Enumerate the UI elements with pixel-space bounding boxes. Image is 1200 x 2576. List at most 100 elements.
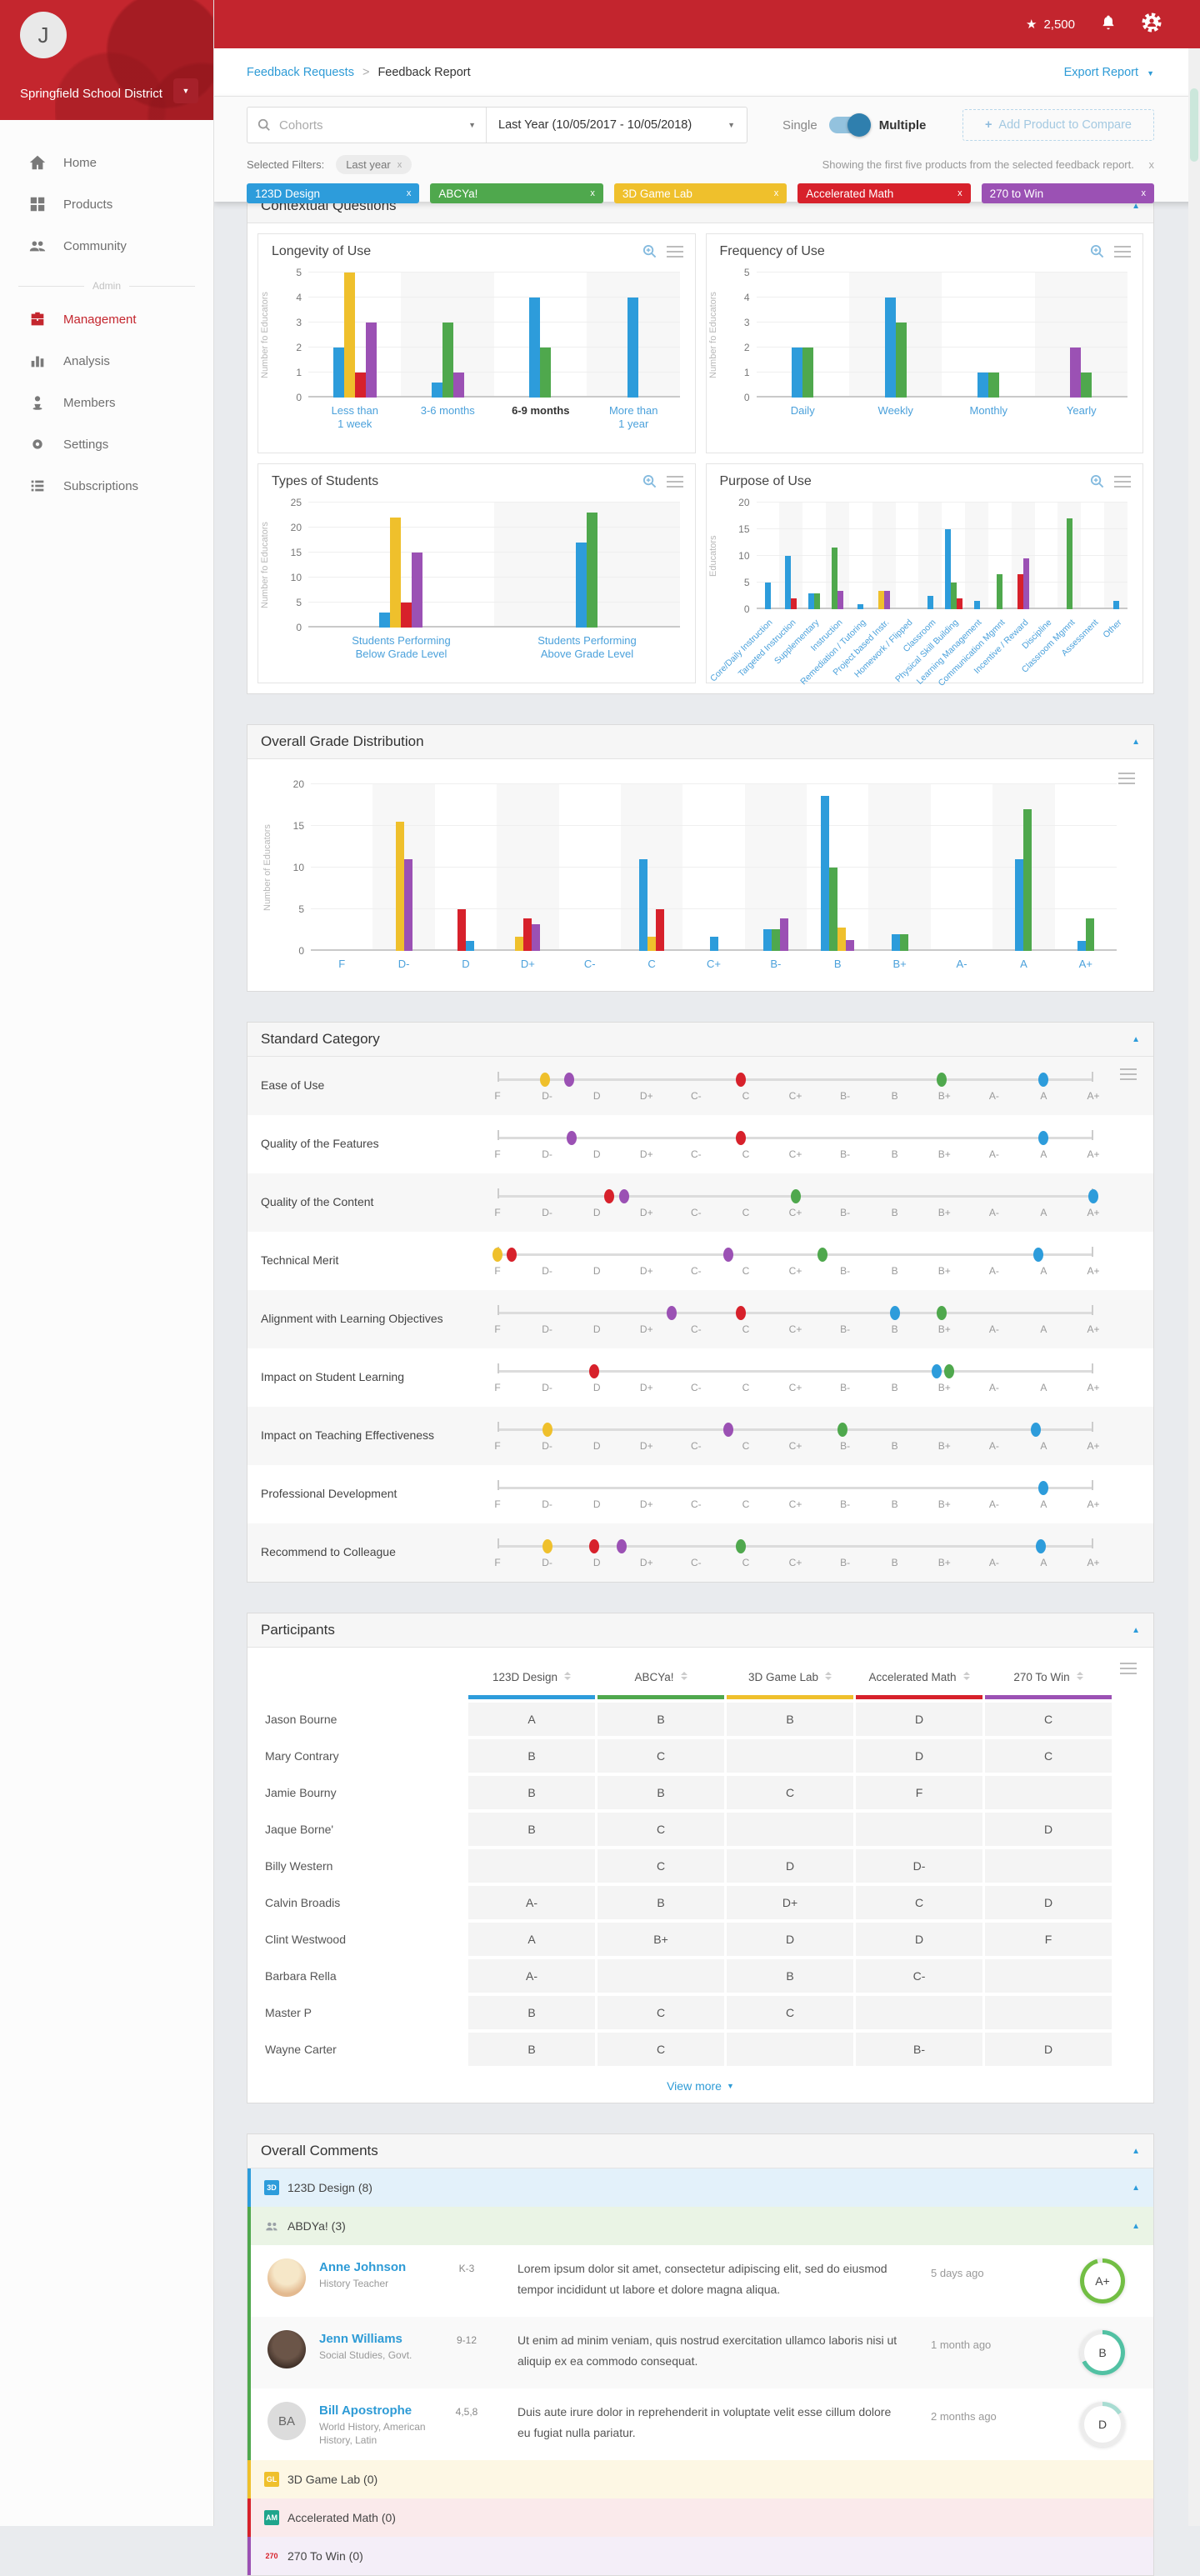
- grade-dot-purple[interactable]: [723, 1423, 734, 1437]
- chart-menu-icon[interactable]: [1118, 773, 1135, 784]
- sidebar-item-community[interactable]: Community: [0, 225, 213, 267]
- grade-dot-red[interactable]: [735, 1306, 746, 1320]
- commenter-name[interactable]: Anne Johnson: [319, 2260, 407, 2274]
- grade-dot-green[interactable]: [818, 1248, 828, 1262]
- chart-menu-icon[interactable]: [1114, 245, 1131, 258]
- x-category-label[interactable]: 3-6 months: [420, 404, 475, 417]
- chart-menu-icon[interactable]: [666, 245, 683, 258]
- zoom-in-icon[interactable]: [642, 244, 657, 258]
- sidebar-item-settings[interactable]: Settings: [0, 423, 213, 465]
- user-avatar[interactable]: J: [20, 12, 67, 58]
- x-category-label[interactable]: Yearly: [1066, 404, 1097, 417]
- comment-group-header[interactable]: 3D 123D Design (8) ▲: [251, 2168, 1153, 2207]
- x-category-label[interactable]: Less than 1 week: [331, 404, 378, 431]
- grade-dot-purple[interactable]: [567, 1131, 578, 1145]
- zoom-in-icon[interactable]: [1090, 244, 1104, 258]
- grade-dot-purple[interactable]: [564, 1073, 575, 1087]
- sort-icon[interactable]: [825, 1671, 832, 1680]
- collapse-caret-icon[interactable]: ▲: [1132, 2146, 1140, 2156]
- x-category-label[interactable]: Monthly: [969, 404, 1008, 417]
- x-category-label[interactable]: F: [338, 958, 346, 970]
- grade-dot-yellow[interactable]: [542, 1539, 552, 1553]
- zoom-in-icon[interactable]: [1090, 474, 1104, 488]
- grade-dot-green[interactable]: [790, 1189, 801, 1203]
- grade-dot-red[interactable]: [604, 1189, 615, 1203]
- breadcrumb-feedback-requests[interactable]: Feedback Requests: [247, 65, 354, 79]
- grade-dot-red[interactable]: [735, 1131, 746, 1145]
- comment-group-header[interactable]: GL 3D Game Lab (0): [251, 2460, 1153, 2499]
- sort-icon[interactable]: [962, 1671, 970, 1680]
- scrollbar-thumb[interactable]: [1190, 88, 1198, 162]
- grade-slider[interactable]: F D- D D+ C- C C+ B- B B+ A- A A+: [494, 1348, 1100, 1407]
- grade-slider[interactable]: F D- D D+ C- C C+ B- B B+ A- A A+: [494, 1290, 1100, 1348]
- product-chip-3d-game-lab[interactable]: 3D Game Lab x: [613, 183, 788, 203]
- grade-slider[interactable]: F D- D D+ C- C C+ B- B B+ A- A A+: [494, 1465, 1100, 1523]
- sidebar-item-analysis[interactable]: Analysis: [0, 340, 213, 382]
- grade-dot-red[interactable]: [506, 1248, 517, 1262]
- filter-chip-last-year[interactable]: Last year x: [336, 155, 412, 174]
- chart-menu-icon[interactable]: [666, 475, 683, 488]
- x-category-label[interactable]: C+: [707, 958, 721, 970]
- zoom-in-icon[interactable]: [642, 474, 657, 488]
- sidebar-item-subscriptions[interactable]: Subscriptions: [0, 465, 213, 507]
- close-icon[interactable]: x: [397, 159, 402, 170]
- grade-slider[interactable]: F D- D D+ C- C C+ B- B B+ A- A A+: [494, 1523, 1100, 1582]
- grade-dot-red[interactable]: [589, 1539, 600, 1553]
- collapse-caret-icon[interactable]: ▲: [1132, 737, 1140, 747]
- grade-slider[interactable]: F D- D D+ C- C C+ B- B B+ A- A A+: [492, 1232, 1100, 1290]
- column-header-abcya-[interactable]: ABCYa!: [598, 1654, 724, 1699]
- grade-dot-green[interactable]: [735, 1539, 746, 1553]
- comment-group-header[interactable]: 270 270 To Win (0): [251, 2537, 1153, 2576]
- chart-menu-icon[interactable]: [1114, 475, 1131, 488]
- grade-dot-purple[interactable]: [616, 1539, 627, 1553]
- x-category-label[interactable]: Other: [1100, 618, 1124, 641]
- product-chip-abcya-[interactable]: ABCYa! x: [430, 183, 603, 203]
- column-header-270-to-win[interactable]: 270 To Win: [985, 1654, 1112, 1699]
- x-category-label[interactable]: 6-9 months: [512, 404, 570, 417]
- single-multiple-switch[interactable]: [828, 113, 871, 137]
- product-chip-123d-design[interactable]: 123D Design x: [247, 183, 420, 203]
- notifications-bell-icon[interactable]: [1100, 13, 1117, 36]
- grade-dot-blue[interactable]: [1036, 1539, 1047, 1553]
- x-category-label[interactable]: C-: [583, 958, 596, 970]
- grade-dot-blue[interactable]: [889, 1306, 900, 1320]
- scrollbar-track[interactable]: [1188, 48, 1200, 2526]
- chart-menu-icon[interactable]: [1120, 1068, 1137, 1080]
- grade-dot-green[interactable]: [838, 1423, 848, 1437]
- grade-slider[interactable]: F D- D D+ C- C C+ B- B B+ A- A A+: [494, 1057, 1100, 1115]
- grade-dot-red[interactable]: [589, 1364, 600, 1378]
- x-category-label[interactable]: D: [462, 958, 470, 970]
- grade-dot-purple[interactable]: [618, 1189, 629, 1203]
- grade-dot-blue[interactable]: [1031, 1423, 1042, 1437]
- grade-slider[interactable]: F D- D D+ C- C C+ B- B B+ A- A A+: [494, 1407, 1100, 1465]
- export-report-button[interactable]: Export Report ▼: [1064, 66, 1154, 79]
- column-header-123d-design[interactable]: 123D Design: [468, 1654, 595, 1699]
- sidebar-item-products[interactable]: Products: [0, 183, 213, 225]
- table-menu-icon[interactable]: [1120, 1663, 1137, 1674]
- close-icon[interactable]: x: [958, 188, 962, 198]
- close-icon[interactable]: x: [1148, 158, 1155, 171]
- close-icon[interactable]: x: [1141, 188, 1147, 198]
- grade-dot-blue[interactable]: [1033, 1248, 1044, 1262]
- grade-dot-blue[interactable]: [1038, 1073, 1049, 1087]
- grade-dot-green[interactable]: [937, 1073, 948, 1087]
- collapse-caret-icon[interactable]: ▲: [1132, 2221, 1140, 2231]
- grade-dot-red[interactable]: [735, 1073, 746, 1087]
- grade-dot-blue[interactable]: [1038, 1131, 1049, 1145]
- grade-dot-blue[interactable]: [1088, 1189, 1098, 1203]
- column-header-accelerated-math[interactable]: Accelerated Math: [856, 1654, 982, 1699]
- add-product-to-compare-button[interactable]: + Add Product to Compare: [962, 109, 1154, 141]
- x-category-label[interactable]: A: [1020, 958, 1028, 970]
- close-icon[interactable]: x: [773, 188, 779, 198]
- date-range-select[interactable]: Last Year (10/05/2017 - 10/05/2018) ▼: [486, 108, 747, 143]
- x-category-label[interactable]: Weekly: [878, 404, 913, 417]
- grade-dot-yellow[interactable]: [492, 1248, 502, 1262]
- x-category-label[interactable]: Students Performing Above Grade Level: [538, 634, 637, 661]
- x-category-label[interactable]: Daily: [790, 404, 815, 417]
- x-category-label[interactable]: B: [833, 958, 842, 970]
- close-icon[interactable]: x: [590, 188, 595, 198]
- collapse-caret-icon[interactable]: ▲: [1132, 2183, 1140, 2193]
- x-category-label[interactable]: D+: [520, 958, 535, 970]
- grade-dot-blue[interactable]: [932, 1364, 942, 1378]
- grade-dot-yellow[interactable]: [539, 1073, 550, 1087]
